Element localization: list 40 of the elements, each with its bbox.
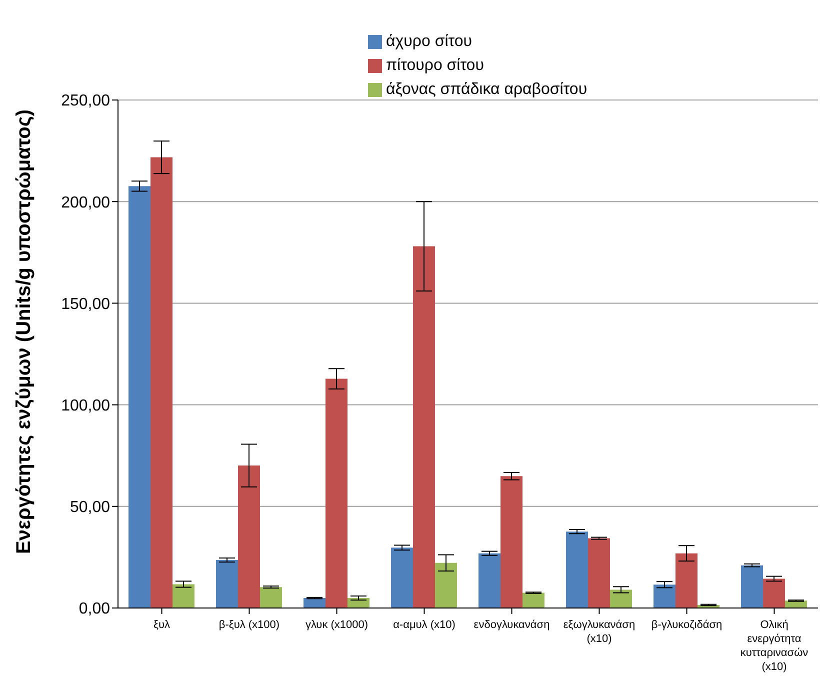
bar (348, 598, 370, 608)
x-tick-label: β-ξυλ (x100) (218, 619, 280, 631)
legend-label: άξονας σπάδικα αραβοσίτου (386, 81, 588, 98)
bar (566, 532, 588, 608)
bar (304, 598, 326, 608)
y-tick-label: 50,00 (70, 499, 110, 516)
x-tick-label: ενδογλυκανάση (474, 619, 550, 631)
y-axis-title: Ενεργότητες ενζύμων (Units/g υποστρώματος) (13, 109, 36, 554)
y-tick-label: 100,00 (61, 397, 110, 414)
y-tick-label: 200,00 (61, 194, 110, 212)
bar (763, 578, 785, 608)
bar (522, 592, 544, 608)
bar (654, 584, 676, 608)
x-tick-label: εξωγλυκανάση (x10) (563, 619, 636, 645)
bar (326, 378, 348, 608)
bar (500, 476, 522, 608)
legend-label: άχυρο σίτου (386, 33, 472, 50)
x-tick-label: β-γλυκοζιδάση (651, 619, 722, 631)
bar (435, 562, 457, 608)
bar (478, 553, 500, 608)
bar (260, 587, 282, 608)
bar (676, 553, 698, 608)
x-tick-label: γλυκ (x1000) (305, 619, 368, 631)
x-tick-label: ξυλ (154, 619, 170, 631)
bar (588, 538, 610, 608)
bar (741, 565, 763, 608)
bar (150, 157, 172, 608)
bar (610, 590, 632, 608)
x-tick-label: Ολική ενεργότητα κυτταρινασών (x10) (740, 619, 809, 673)
y-tick-label: 150,00 (61, 296, 110, 313)
bar (216, 560, 238, 608)
x-tick-label: α-αμυλ (x10) (393, 619, 456, 631)
legend-label: πίτουρο σίτου (386, 57, 484, 74)
y-tick-label: 0,00 (78, 600, 110, 618)
bar (413, 246, 435, 608)
bar (128, 186, 150, 608)
y-tick-label: 250,00 (61, 92, 110, 110)
bar (391, 548, 413, 608)
bar (172, 584, 194, 608)
bar (238, 466, 260, 608)
